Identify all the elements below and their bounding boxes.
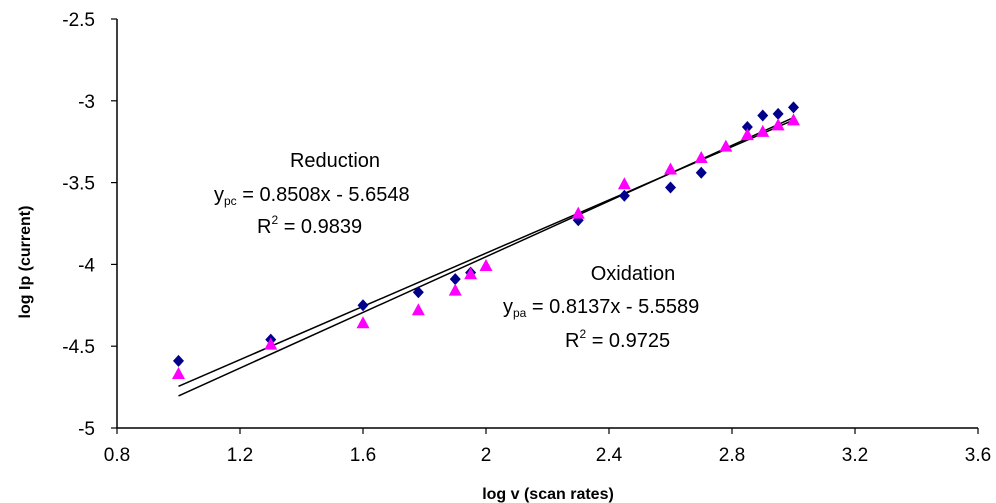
triangle-point [448, 283, 462, 296]
reduction-r2: R2 = 0.9839 [257, 213, 362, 238]
reduction-equation: ypc = 0.8508x - 5.6548 [214, 184, 410, 208]
triangle-point [756, 124, 770, 137]
x-tick-label: 1.6 [350, 445, 376, 466]
triangle-point [479, 259, 493, 272]
y-axis-title: log Ip (current) [17, 206, 34, 319]
x-tick-label: 2.8 [719, 445, 745, 466]
triangle-point [264, 337, 278, 350]
diamond-point [788, 101, 799, 114]
oxidation-equation: ypa = 0.8137x - 5.5589 [503, 296, 699, 320]
x-tick-label: 3.6 [965, 445, 991, 466]
diamond-point [695, 166, 707, 179]
triangle-point [694, 151, 708, 164]
oxidation-label: Oxidation [591, 263, 676, 285]
tick-labels: 0.8 1.2 1.6 2 2.4 2.8 3.2 3.6 -5 -4.5 -4 -3.5 -3 -2.5 [62, 10, 991, 466]
data-points [172, 101, 800, 380]
triangle-point [787, 113, 800, 126]
reduction-label: Reduction [290, 150, 380, 172]
x-tick-label: 1.2 [227, 445, 253, 466]
trendline [178, 119, 794, 388]
y-tick-label: -5 [78, 419, 95, 440]
triangle-point [464, 267, 478, 280]
diamond-point [173, 354, 184, 367]
axes [111, 18, 979, 434]
diamond-point [741, 120, 753, 133]
y-tick-label: -3.5 [62, 174, 95, 195]
triangle-point [356, 316, 370, 329]
diamond-point [357, 299, 369, 312]
triangle-point [740, 128, 754, 141]
oxidation-r2: R2 = 0.9725 [565, 327, 670, 352]
diamond-point [449, 273, 461, 286]
diamond-point [618, 189, 630, 202]
triangle-point [664, 162, 677, 175]
x-tick-label: 0.8 [104, 445, 130, 466]
triangle-point [771, 118, 785, 131]
triangle-point [172, 367, 185, 380]
triangle-point [571, 206, 585, 219]
y-tick-label: -2.5 [62, 10, 95, 31]
triangle-point [411, 303, 425, 316]
triangle-point [617, 177, 631, 190]
x-tick-label: 2 [481, 445, 492, 466]
y-tick-label: -4 [78, 255, 95, 276]
diamond-point [412, 286, 424, 299]
triangle-point [719, 139, 733, 152]
x-tick-label: 2.4 [596, 445, 623, 466]
x-axis-title: log v (scan rates) [482, 486, 614, 503]
diamond-point [757, 109, 769, 122]
trendlines [178, 116, 794, 397]
y-tick-label: -3 [78, 92, 95, 113]
diamond-point [665, 181, 676, 194]
y-tick-label: -4.5 [62, 337, 95, 358]
x-tick-label: 3.2 [842, 445, 868, 466]
diamond-point [772, 107, 784, 120]
